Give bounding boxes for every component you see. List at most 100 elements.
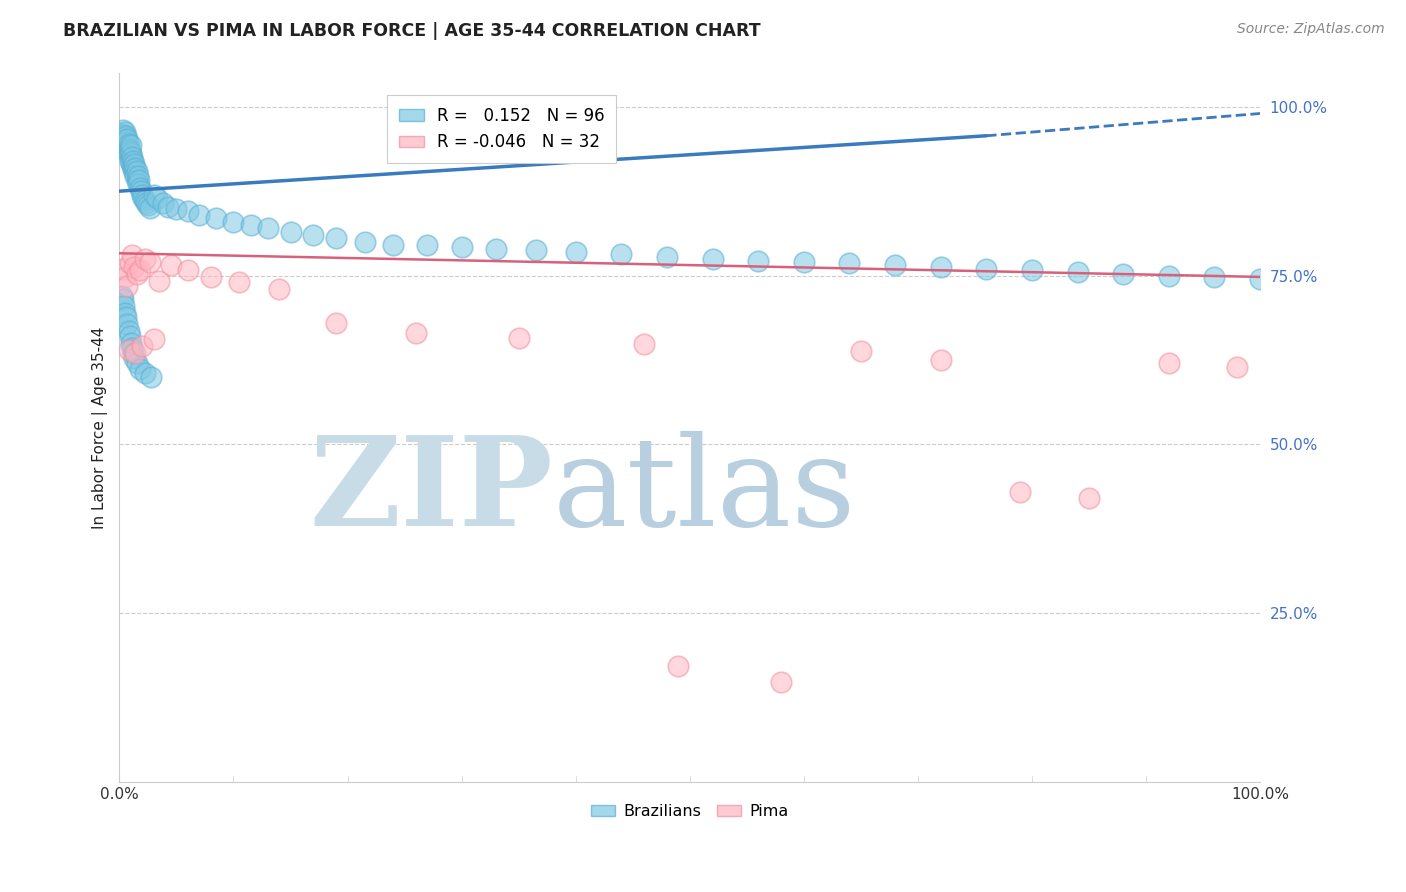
Point	[325, 231, 347, 245]
Point	[610, 247, 633, 261]
Point	[134, 252, 156, 266]
Point	[747, 253, 769, 268]
Point	[117, 132, 139, 146]
Point	[127, 169, 149, 183]
Point	[117, 343, 139, 357]
Point	[125, 356, 148, 370]
Point	[325, 316, 347, 330]
Point	[118, 256, 141, 270]
Point	[239, 218, 262, 232]
Point	[205, 211, 228, 226]
Point	[188, 208, 211, 222]
Point	[120, 155, 142, 169]
Point	[1226, 359, 1249, 374]
Point	[128, 172, 150, 186]
Point	[115, 135, 138, 149]
Text: ZIP: ZIP	[309, 431, 553, 552]
Point	[114, 306, 136, 320]
Point	[146, 191, 169, 205]
Point	[1010, 484, 1032, 499]
Point	[115, 128, 138, 143]
Point	[1021, 263, 1043, 277]
Point	[1157, 268, 1180, 283]
Point	[157, 200, 180, 214]
Point	[132, 191, 155, 205]
Legend: Brazilians, Pima: Brazilians, Pima	[585, 797, 794, 825]
Point	[416, 238, 439, 252]
Point	[1204, 269, 1226, 284]
Point	[122, 260, 145, 275]
Point	[122, 157, 145, 171]
Point	[929, 353, 952, 368]
Point	[118, 329, 141, 343]
Y-axis label: In Labor Force | Age 35-44: In Labor Force | Age 35-44	[93, 326, 108, 529]
Point	[508, 331, 530, 345]
Point	[129, 181, 152, 195]
Point	[111, 261, 134, 276]
Point	[112, 134, 135, 148]
Text: Source: ZipAtlas.com: Source: ZipAtlas.com	[1237, 22, 1385, 37]
Point	[122, 153, 145, 168]
Point	[524, 243, 547, 257]
Point	[141, 369, 163, 384]
Text: BRAZILIAN VS PIMA IN LABOR FORCE | AGE 35-44 CORRELATION CHART: BRAZILIAN VS PIMA IN LABOR FORCE | AGE 3…	[63, 22, 761, 40]
Point	[121, 248, 143, 262]
Point	[200, 269, 222, 284]
Point	[117, 324, 139, 338]
Point	[666, 658, 689, 673]
Point	[353, 235, 375, 249]
Point	[120, 138, 142, 153]
Point	[122, 161, 145, 176]
Point	[120, 336, 142, 351]
Point	[114, 132, 136, 146]
Point	[118, 153, 141, 168]
Point	[125, 164, 148, 178]
Point	[117, 278, 139, 293]
Point	[114, 140, 136, 154]
Point	[142, 332, 165, 346]
Point	[838, 256, 860, 270]
Point	[125, 172, 148, 186]
Point	[1066, 265, 1088, 279]
Point	[302, 228, 325, 243]
Point	[112, 299, 135, 313]
Point	[655, 250, 678, 264]
Point	[139, 255, 162, 269]
Point	[256, 221, 278, 235]
Point	[121, 342, 143, 356]
Point	[1112, 267, 1135, 281]
Point	[884, 259, 907, 273]
Point	[769, 675, 792, 690]
Point	[111, 289, 134, 303]
Point	[118, 144, 141, 158]
Point	[117, 142, 139, 156]
Point	[112, 136, 135, 151]
Point	[228, 275, 250, 289]
Point	[114, 269, 136, 284]
Point	[120, 145, 142, 160]
Point	[1157, 356, 1180, 370]
Point	[117, 136, 139, 151]
Point	[405, 326, 427, 340]
Point	[382, 238, 405, 252]
Point	[134, 193, 156, 207]
Point	[129, 184, 152, 198]
Point	[702, 252, 724, 266]
Point	[111, 292, 134, 306]
Point	[111, 130, 134, 145]
Point	[117, 317, 139, 331]
Point	[450, 240, 472, 254]
Point	[122, 346, 145, 360]
Point	[222, 214, 245, 228]
Point	[121, 159, 143, 173]
Point	[111, 127, 134, 141]
Point	[849, 344, 872, 359]
Point	[134, 367, 156, 381]
Point	[117, 139, 139, 153]
Point	[139, 201, 162, 215]
Point	[115, 142, 138, 156]
Point	[1249, 272, 1271, 286]
Point	[974, 261, 997, 276]
Point	[159, 259, 181, 273]
Point	[793, 255, 815, 269]
